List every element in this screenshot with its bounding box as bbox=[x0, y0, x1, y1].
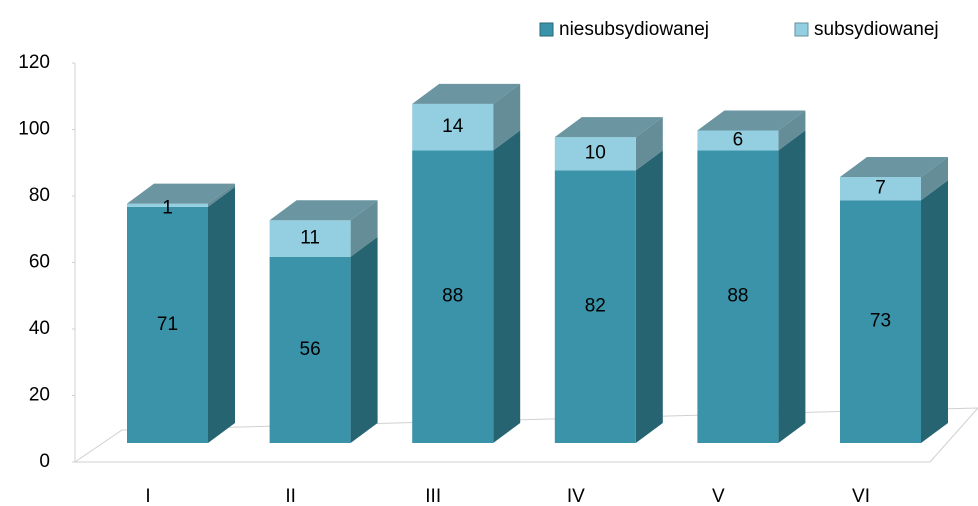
bar-top bbox=[697, 110, 806, 131]
data-label: 88 bbox=[727, 286, 748, 307]
bar-top bbox=[269, 200, 378, 221]
bar bbox=[269, 220, 351, 257]
data-label: 1 bbox=[162, 197, 173, 218]
legend-swatch bbox=[794, 22, 809, 37]
bar bbox=[412, 103, 494, 151]
data-label: 11 bbox=[300, 228, 320, 249]
y-tick-label: 0 bbox=[39, 451, 50, 472]
data-label: 71 bbox=[157, 314, 178, 335]
bar bbox=[127, 206, 208, 443]
y-tick-label: 60 bbox=[29, 252, 50, 273]
bar bbox=[697, 150, 779, 443]
x-tick-label: IV bbox=[567, 486, 585, 506]
bar-side bbox=[208, 186, 235, 444]
bar-side bbox=[778, 110, 806, 151]
bar-side bbox=[208, 183, 235, 207]
data-label: 10 bbox=[585, 143, 606, 164]
bar-side bbox=[921, 180, 948, 443]
x-tick-label: I bbox=[145, 486, 150, 506]
data-label: 14 bbox=[442, 116, 464, 137]
data-label: 88 bbox=[442, 286, 463, 307]
y-tick-label: 120 bbox=[18, 52, 50, 73]
legend-label: niesubsydiowanej bbox=[559, 19, 709, 40]
bar bbox=[697, 130, 779, 151]
bar-side bbox=[635, 150, 663, 443]
data-label: 82 bbox=[585, 296, 606, 317]
data-label: 7 bbox=[875, 178, 886, 199]
bar bbox=[840, 177, 921, 201]
bar-side bbox=[493, 130, 521, 443]
bar-side bbox=[493, 83, 521, 151]
bar bbox=[840, 200, 921, 443]
bar bbox=[412, 150, 494, 443]
bar-top bbox=[554, 117, 663, 138]
bar-top bbox=[412, 83, 521, 104]
bar-side bbox=[350, 200, 378, 257]
y-tick-label: 20 bbox=[29, 385, 50, 406]
data-label: 56 bbox=[300, 339, 321, 360]
bar-side bbox=[635, 117, 663, 171]
bar bbox=[554, 137, 636, 171]
y-tick-label: 80 bbox=[29, 185, 50, 206]
x-tick-label: II bbox=[285, 486, 296, 506]
bar-side bbox=[921, 157, 948, 201]
y-tick-label: 100 bbox=[18, 119, 50, 140]
bar bbox=[554, 170, 636, 443]
bar bbox=[269, 256, 351, 443]
bar-side bbox=[778, 130, 806, 443]
bar bbox=[127, 203, 208, 207]
bar-side bbox=[350, 236, 378, 443]
x-tick-label: VI bbox=[852, 486, 870, 506]
legend-label: subsydiowanej bbox=[814, 19, 939, 40]
x-tick-label: V bbox=[712, 486, 725, 506]
data-label: 6 bbox=[733, 129, 744, 150]
data-label: 73 bbox=[870, 311, 891, 332]
bar-top bbox=[127, 183, 235, 204]
bar-top bbox=[840, 157, 948, 177]
legend-swatch bbox=[539, 22, 554, 37]
y-tick-label: 40 bbox=[29, 318, 50, 339]
x-tick-label: III bbox=[425, 486, 441, 506]
